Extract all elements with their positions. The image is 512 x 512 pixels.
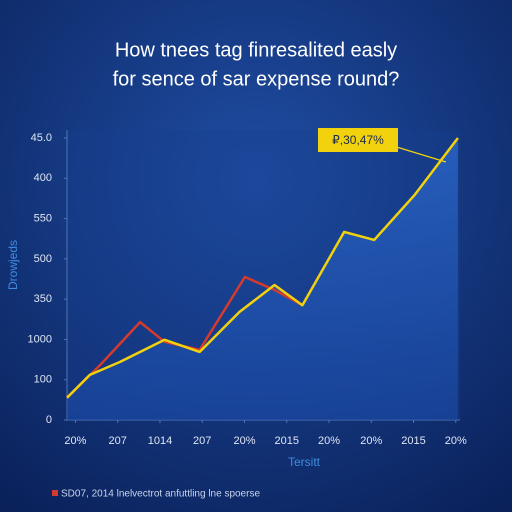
- y-tick-label: 1000: [28, 333, 52, 345]
- x-tick-label: 2015: [401, 435, 425, 447]
- y-tick-label: 500: [34, 253, 52, 265]
- note: SD07, 2014 lnelvectrot anfuttling lne sp…: [61, 489, 260, 500]
- y-tick-label: 350: [34, 293, 52, 305]
- annotation: ₽,30,47%: [332, 133, 384, 147]
- x-tick-label: 20%: [64, 435, 86, 447]
- annotation-box: [318, 128, 398, 152]
- title-line: How tnees tag finresalited easly: [115, 39, 397, 61]
- y-tick-label: 0: [46, 414, 52, 426]
- y-tick-label: 400: [34, 172, 52, 184]
- area: [67, 138, 458, 420]
- x-tick-label: 207: [193, 435, 211, 447]
- line: [66, 137, 459, 399]
- x-tick-label: 20%: [445, 435, 467, 447]
- x-tick-label: 20%: [233, 435, 255, 447]
- x-tick-label: 20%: [360, 435, 382, 447]
- x-tick-label: 20%: [318, 435, 340, 447]
- y-tick-label: 45.0: [31, 132, 52, 144]
- x-tick-label: 1014: [148, 435, 172, 447]
- annotation-leader: [389, 144, 447, 163]
- title-line: for sence of sar expense round?: [113, 68, 400, 90]
- x-tick-label: 207: [109, 435, 127, 447]
- y-tick-label: 100: [34, 374, 52, 386]
- plot-area: 0 100 1000 350 500 550 400 45.0 20% 207 1014 207 20%…: [28, 128, 467, 447]
- x-tick-label: 2015: [274, 435, 298, 447]
- note-marker: [52, 490, 58, 496]
- x-axis-label: Tersitt: [288, 455, 321, 469]
- y-axis-label: Drowjeds: [6, 240, 20, 290]
- y-tick-label: 550: [34, 212, 52, 224]
